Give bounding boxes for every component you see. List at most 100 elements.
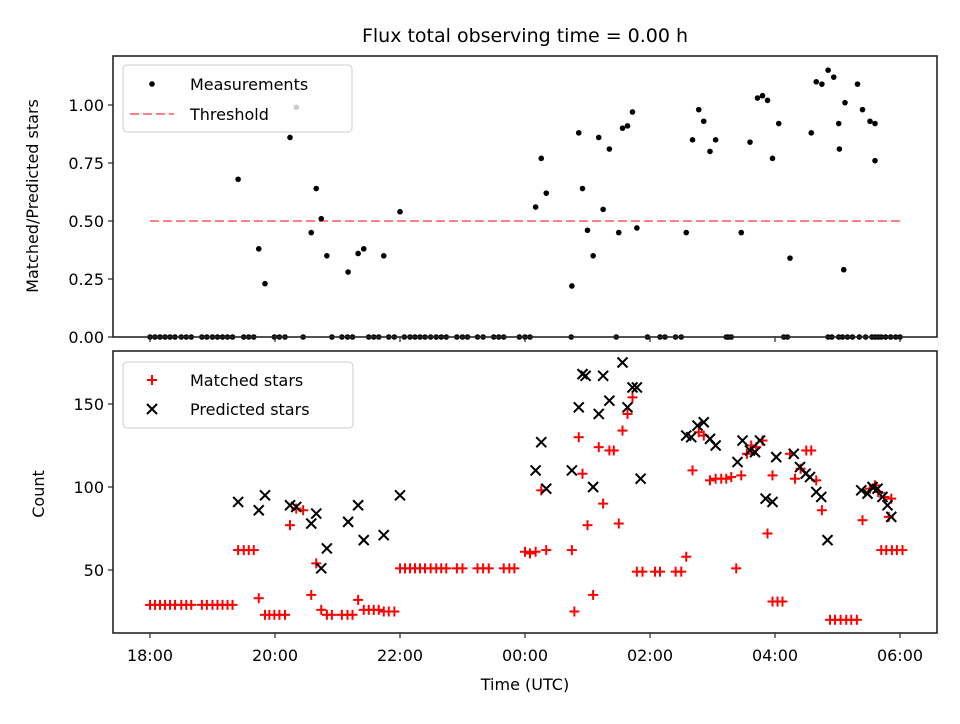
predicted-star-point [593,408,605,420]
predicted-star-point [736,434,749,447]
measurement-point [872,157,878,164]
matched-star-point [441,563,452,574]
legend-measurements-label: Measurements [190,75,308,94]
measurement-point [318,215,325,222]
predicted-star-point [378,529,390,541]
measurement-point [747,139,753,145]
matched-star-point [509,563,520,574]
measurement-point [787,255,793,261]
matched-star-point [687,465,698,476]
predicted-star-point [310,507,322,520]
chart-title: Flux total observing time = 0.00 h [362,25,688,47]
measurement-point [595,134,602,141]
matched-star-point [280,609,290,620]
matched-star-point [613,518,624,529]
matched-star-point [790,473,800,484]
matched-star-point [530,546,541,557]
measurement-point [836,146,843,152]
predicted-star-point [685,431,697,443]
matched-star-point [721,473,732,484]
measurement-point [830,74,837,80]
measurement-point [287,134,293,141]
matched-star-point [777,596,788,607]
matched-star-point [253,593,264,604]
bottom-yticks: 50 100 150 [73,395,113,580]
bottom-ytick-label: 100 [73,478,104,497]
measurement-point [819,81,825,87]
measurement-point [606,146,613,152]
predicted-star-point [290,501,302,513]
measurement-point [308,229,315,236]
measurement-point [707,148,713,155]
matched-star-point [227,599,238,610]
measurement-point [532,204,539,210]
bottom-ylabel: Count [29,470,48,518]
measurement-point [629,109,636,115]
measurement-point [255,246,262,252]
measurement-point [775,120,782,127]
measurement-point [397,208,403,215]
measurement-point [380,253,387,259]
predicted-star-point [626,381,639,394]
legend-threshold-label: Threshold [189,105,269,124]
predicted-star-point [305,517,317,530]
matched-star-point [598,498,609,509]
predicted-star-point [576,368,589,380]
matched-star-point [736,470,747,481]
predicted-star-point [709,439,722,452]
top-legend-box [122,64,353,133]
predicted-star-point [788,448,800,460]
matched-star-point [879,491,890,502]
predicted-star-point [691,419,704,432]
matched-star-point [573,432,584,443]
measurement-point [872,120,878,127]
predicted-star-point [855,484,867,497]
matched-star-point [897,545,908,556]
measurement-point [590,253,596,259]
measurement-point [569,283,575,289]
predicted-star-point [881,499,894,511]
matched-star-point [248,545,259,556]
matched-star-point [373,604,384,615]
predicted-star-point [232,496,244,508]
predicted-star-point [535,436,547,448]
top-xticks [149,337,901,342]
bottom-ytick-label: 150 [73,395,104,414]
top-ylabel: Matched/Predicted stars [23,99,42,293]
bottom-xlabel: Time (UTC) [480,675,569,694]
legend-matched-label: Matched stars [190,371,303,390]
measurement-point [615,229,622,236]
predicted-star-point [616,356,629,369]
measurement-point [854,81,861,87]
predicted-star-point [815,491,827,503]
matched-star-point [731,563,742,574]
matched-star-point [681,551,692,562]
top-ytick-label: 0.00 [68,328,104,347]
legend-measurements-marker [149,81,155,87]
predicted-star-point [871,482,884,495]
matched-star-point [767,470,778,481]
predicted-star-point [597,370,609,382]
measurement-point [859,106,866,113]
matched-star-point [637,566,648,577]
measurement-point [619,125,626,131]
top-plot: 0.00 0.25 0.50 0.75 1.00 Matched/Predicted s… [23,55,938,347]
predicted-star-point [634,472,647,485]
matched-star-point [541,545,552,556]
measurement-point [600,206,606,213]
measurement-point [360,246,367,252]
measurement-point [867,118,873,125]
matched-star-point [285,520,295,531]
measurement-point [813,79,820,85]
measurement-point [835,120,842,127]
matched-star-point [306,589,317,600]
measurement-point [754,95,761,101]
matched-star-point [577,468,588,479]
bottom-xtick-label: 02:00 [627,646,673,665]
predicted-star-point [259,489,271,502]
matched-star-point [566,545,577,556]
measurement-point [825,67,831,73]
matched-star-point [726,472,737,483]
measurement-point [759,92,766,99]
predicted-star-point [759,492,772,505]
